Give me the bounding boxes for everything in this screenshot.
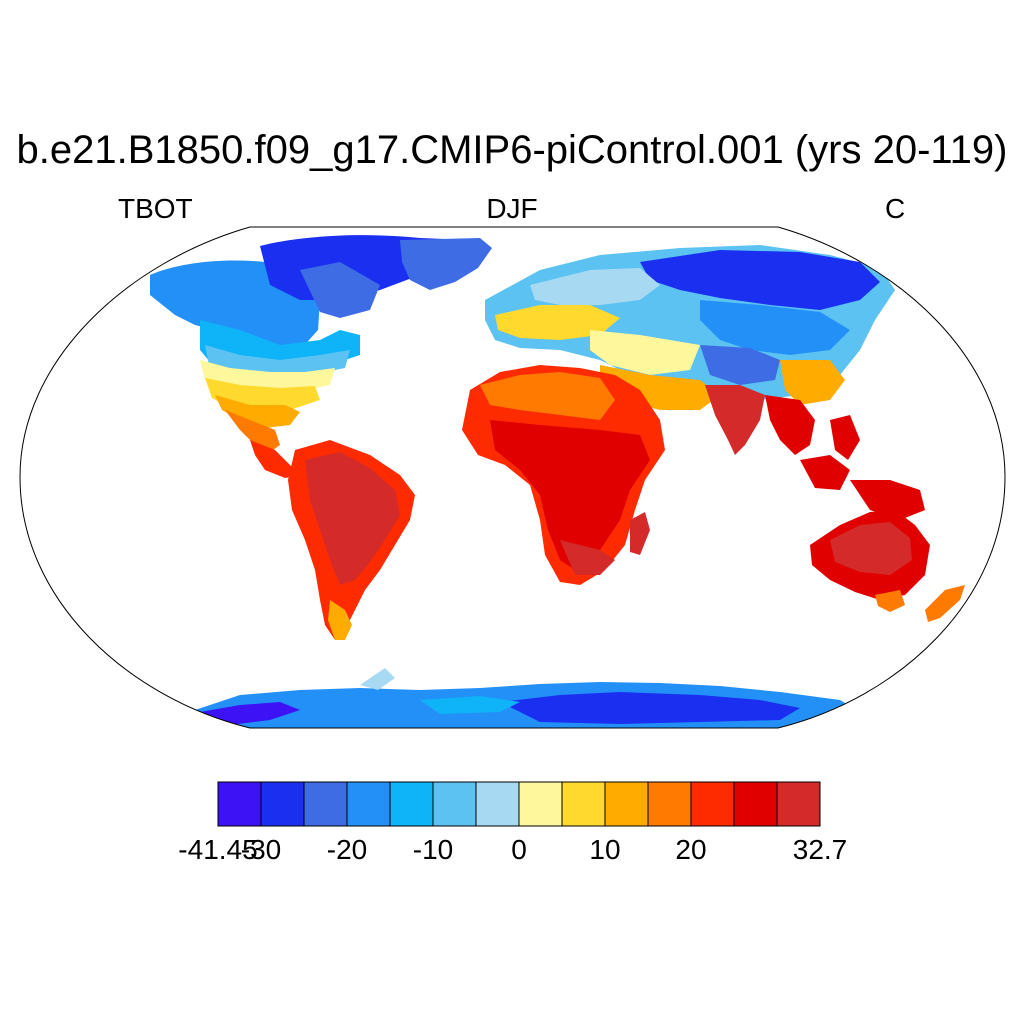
colorbar-tick-label: -20: [326, 834, 368, 865]
colorbar-tick-label: -41.45: [178, 834, 258, 865]
colorbar-swatch: [776, 781, 821, 827]
maritime-continent: [800, 415, 925, 520]
new-zealand: [925, 585, 965, 622]
units-label: C: [885, 193, 906, 224]
colorbar-tick-label: 10: [589, 834, 621, 865]
land-fields: [150, 235, 965, 728]
plot-title: b.e21.B1850.f09_g17.CMIP6-piControl.001 …: [16, 128, 1008, 172]
eurasia: [485, 245, 895, 455]
colorbar-tick-label: -30: [240, 834, 282, 865]
season-label: DJF: [486, 193, 538, 224]
india: [705, 385, 765, 455]
colorbar-swatch: [260, 781, 305, 827]
colorbar-tick-label: -10: [412, 834, 454, 865]
south-america: [288, 440, 415, 640]
colorbar-swatch: [604, 781, 649, 827]
globe-outline: [19, 226, 1006, 729]
variable-label: TBOT: [118, 193, 193, 224]
colorbar-swatch: [217, 781, 262, 827]
colorbar-swatch: [346, 781, 391, 827]
colorbar-swatch: [561, 781, 606, 827]
colorbar-swatch: [303, 781, 348, 827]
colorbar-swatch: [475, 781, 520, 827]
colorbar: [217, 781, 821, 827]
africa: [462, 365, 665, 585]
colorbar-swatch: [690, 781, 735, 827]
colorbar-swatch: [733, 781, 778, 827]
colorbar-swatch: [432, 781, 477, 827]
colorbar-swatch: [518, 781, 563, 827]
colorbar-tick-label: 20: [675, 834, 707, 865]
australia: [810, 510, 930, 612]
colorbar-tick-label: 32.7: [792, 834, 848, 865]
colorbar-swatch: [647, 781, 692, 827]
colorbar-swatch: [389, 781, 434, 827]
greenland: [400, 238, 492, 290]
antarctica: [195, 668, 860, 728]
colorbar-tick-label: 0: [511, 834, 527, 865]
